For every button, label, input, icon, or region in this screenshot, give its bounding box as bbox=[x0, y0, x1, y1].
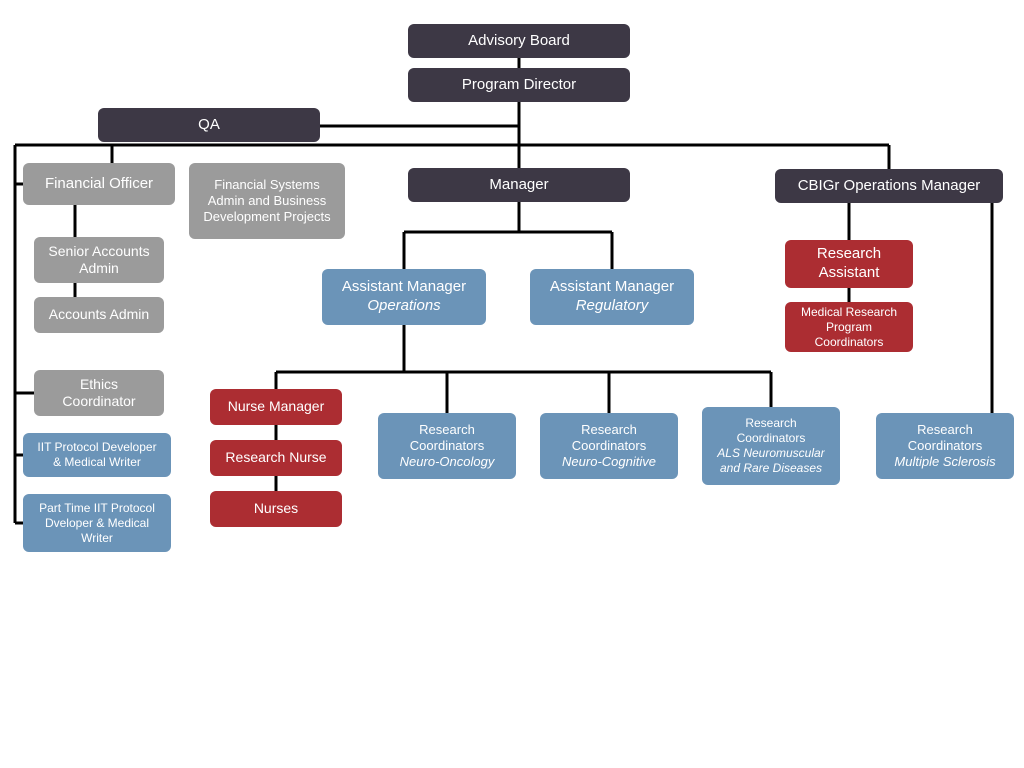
node-mrpc: Medical Research Program Coordinators bbox=[785, 302, 913, 352]
node-label: IIT Protocol Developer & Medical Writer bbox=[33, 440, 161, 470]
node-finoff: Financial Officer bbox=[23, 163, 175, 205]
node-label: Part Time IIT Protocol Dveloper & Medica… bbox=[33, 501, 161, 546]
node-label: Research Nurse bbox=[225, 449, 326, 467]
node-sublabel: Multiple Sclerosis bbox=[894, 454, 995, 470]
node-sublabel: Operations bbox=[367, 297, 440, 316]
node-manager: Manager bbox=[408, 168, 630, 202]
node-iit1: IIT Protocol Developer & Medical Writer bbox=[23, 433, 171, 477]
node-sublabel: Neuro-Cognitive bbox=[562, 454, 656, 470]
node-label: Research Coordinators bbox=[388, 422, 506, 455]
node-label: CBIGr Operations Manager bbox=[798, 177, 981, 196]
node-label: Financial Officer bbox=[45, 175, 153, 194]
node-label: Manager bbox=[489, 176, 548, 195]
node-label: Research Coordinators bbox=[712, 416, 830, 446]
node-ethics: Ethics Coordinator bbox=[34, 370, 164, 416]
node-label: Nurses bbox=[254, 500, 298, 518]
node-cbigr: CBIGr Operations Manager bbox=[775, 169, 1003, 203]
node-advisory: Advisory Board bbox=[408, 24, 630, 58]
node-label: Ethics Coordinator bbox=[44, 376, 154, 411]
node-nurses: Nurses bbox=[210, 491, 342, 527]
node-label: Medical Research Program Coordinators bbox=[795, 305, 903, 350]
node-amops: Assistant ManagerOperations bbox=[322, 269, 486, 325]
node-amreg: Assistant ManagerRegulatory bbox=[530, 269, 694, 325]
node-rc3: Research CoordinatorsALS Neuromuscular a… bbox=[702, 407, 840, 485]
node-sublabel: Regulatory bbox=[576, 297, 649, 316]
node-iit2: Part Time IIT Protocol Dveloper & Medica… bbox=[23, 494, 171, 552]
node-label: Research Assistant bbox=[795, 245, 903, 283]
node-sublabel: ALS Neuromuscular and Rare Diseases bbox=[712, 446, 830, 476]
node-label: Program Director bbox=[462, 76, 576, 95]
node-rc1: Research CoordinatorsNeuro-Oncology bbox=[378, 413, 516, 479]
node-label: Assistant Manager bbox=[342, 278, 466, 297]
node-rnurse: Research Nurse bbox=[210, 440, 342, 476]
node-label: Financial Systems Admin and Business Dev… bbox=[199, 177, 335, 226]
node-label: Research Coordinators bbox=[886, 422, 1004, 455]
node-label: Accounts Admin bbox=[49, 306, 149, 324]
node-label: Assistant Manager bbox=[550, 278, 674, 297]
node-label: QA bbox=[198, 116, 220, 135]
node-finsys: Financial Systems Admin and Business Dev… bbox=[189, 163, 345, 239]
node-label: Research Coordinators bbox=[550, 422, 668, 455]
node-rc2: Research CoordinatorsNeuro-Cognitive bbox=[540, 413, 678, 479]
node-label: Senior Accounts Admin bbox=[44, 243, 154, 278]
node-sracct: Senior Accounts Admin bbox=[34, 237, 164, 283]
node-acct: Accounts Admin bbox=[34, 297, 164, 333]
node-rc4: Research CoordinatorsMultiple Sclerosis bbox=[876, 413, 1014, 479]
node-label: Nurse Manager bbox=[228, 398, 325, 416]
node-progdir: Program Director bbox=[408, 68, 630, 102]
node-sublabel: Neuro-Oncology bbox=[400, 454, 495, 470]
node-qa: QA bbox=[98, 108, 320, 142]
node-label: Advisory Board bbox=[468, 32, 570, 51]
node-ra: Research Assistant bbox=[785, 240, 913, 288]
node-nmgr: Nurse Manager bbox=[210, 389, 342, 425]
